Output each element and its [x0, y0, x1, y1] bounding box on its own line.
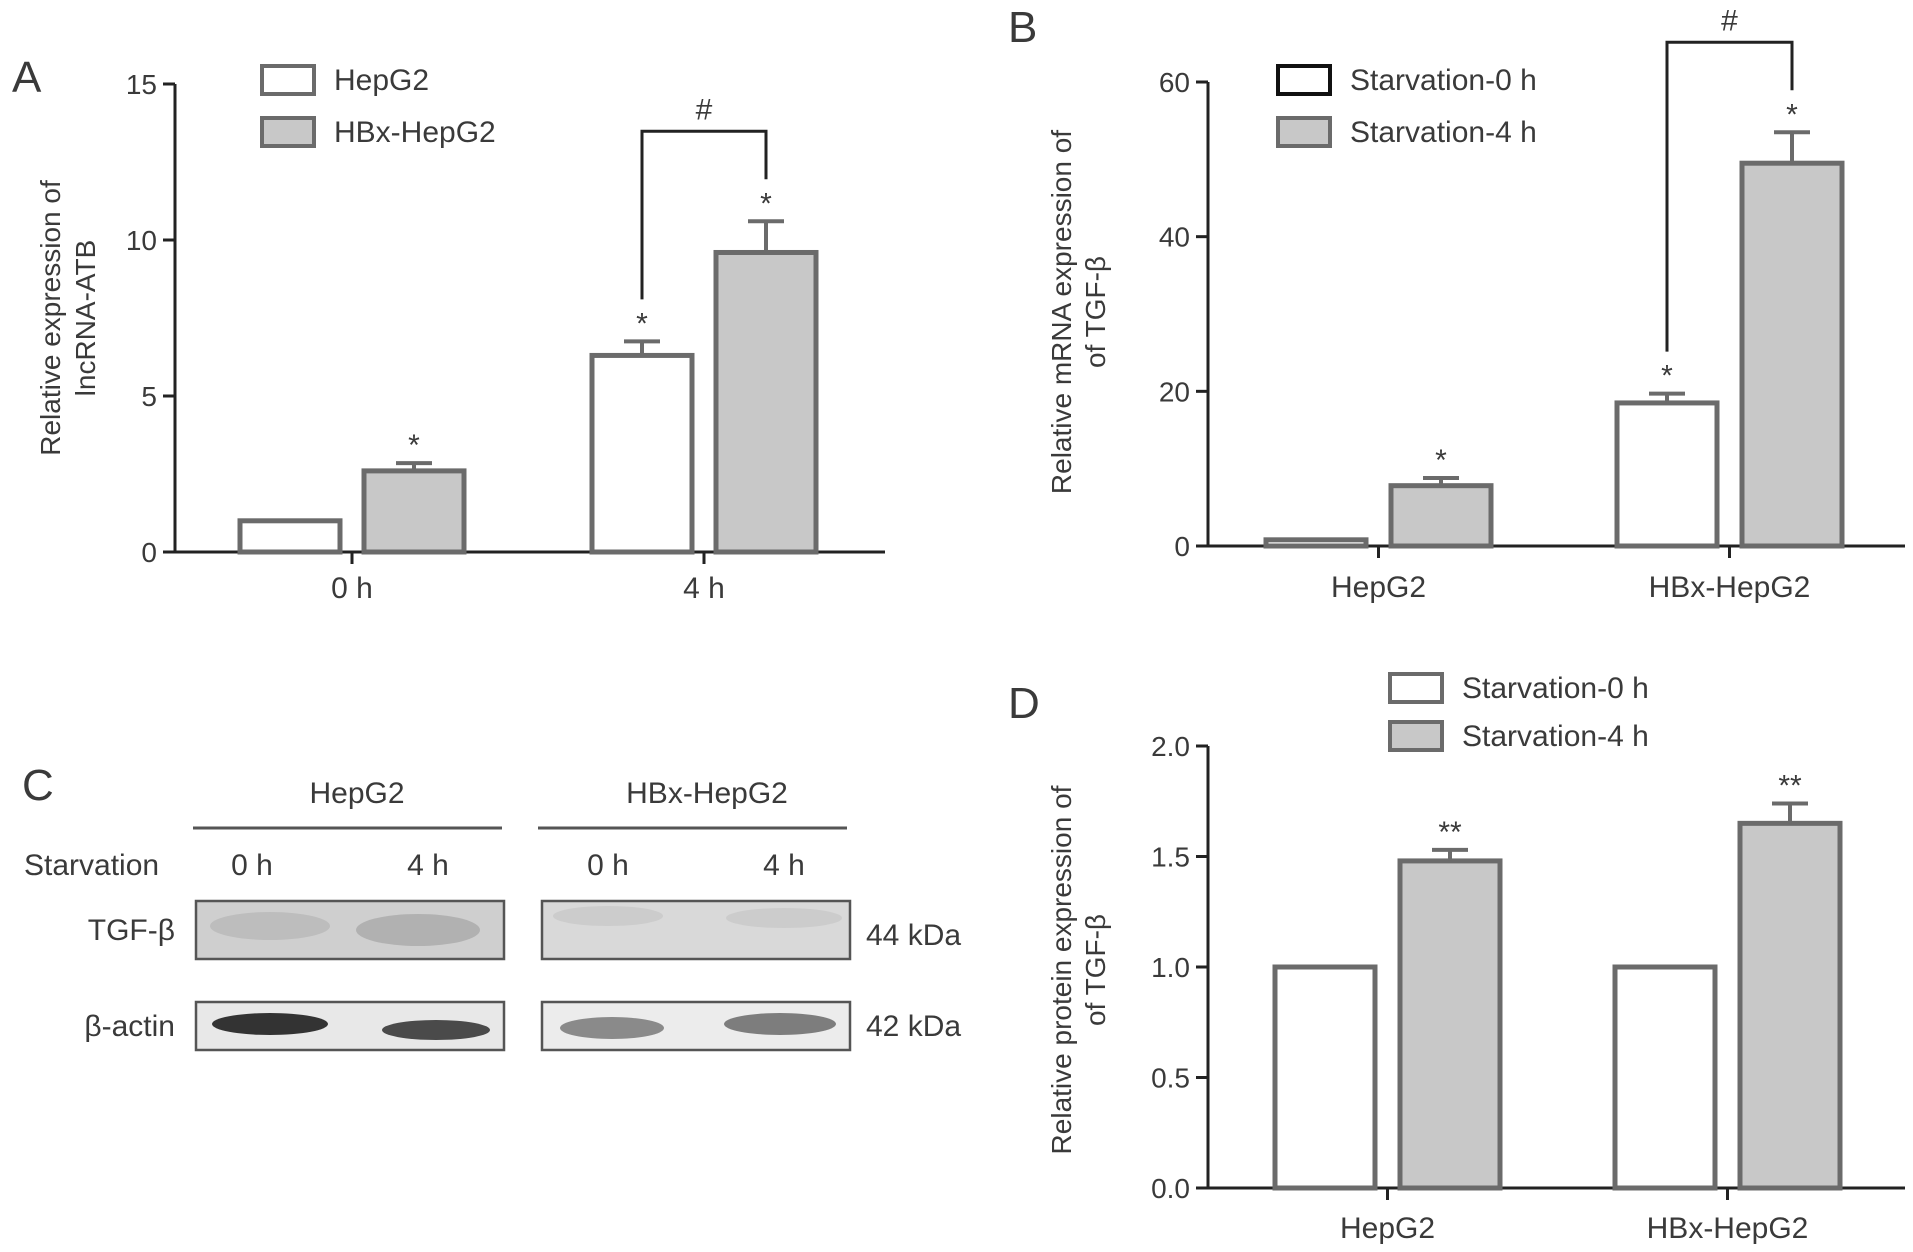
legend-label: Starvation-4 h [1350, 116, 1537, 149]
y-axis-title: Relative protein expression of [1046, 785, 1077, 1154]
y-tick-label: 5 [141, 381, 157, 412]
y-axis-title: lncRNA-ATB [70, 240, 101, 397]
bar [361, 468, 467, 555]
bar [1388, 483, 1494, 549]
western-blot: HepG2 HBx-HepG2 Starvation 0 h 4 h 0 h 4… [24, 777, 961, 1052]
legend-swatch [1276, 64, 1332, 96]
legend-label: Starvation-4 h [1462, 720, 1649, 753]
y-tick-label: 0 [1174, 531, 1190, 562]
blot-band [553, 906, 663, 926]
y-tick-label: 10 [126, 225, 157, 256]
y-axis-title: of TGF-β [1080, 256, 1111, 368]
bar [1263, 537, 1369, 549]
bar [237, 518, 343, 555]
y-axis-title: Relative expression of [35, 180, 66, 456]
y-tick-label: 60 [1159, 67, 1190, 98]
significance-label: * [1786, 98, 1798, 131]
y-axis-title: Relative mRNA expression of [1046, 130, 1077, 494]
blot-band [212, 1013, 328, 1035]
y-tick-label: 0 [141, 537, 157, 568]
blot-row-label: β-actin [84, 1010, 175, 1043]
chart-b: 0 20 40 60 Relative mRNA expression of of TGF… [1046, 4, 1905, 604]
x-tick-label: HBx-HepG2 [1647, 1212, 1809, 1245]
y-tick-label: 0.0 [1151, 1173, 1190, 1204]
bar [1397, 858, 1503, 1191]
significance-label: * [760, 187, 772, 220]
x-tick-label: HepG2 [1340, 1212, 1435, 1245]
blot-group-label: HBx-HepG2 [626, 777, 788, 810]
significance-label: ** [1778, 769, 1802, 802]
legend-swatch [260, 64, 316, 96]
x-tick-label: 4 h [683, 572, 725, 605]
bar [1612, 964, 1718, 1191]
y-tick-label: 15 [126, 69, 157, 100]
y-axis-title: of TGF-β [1080, 914, 1111, 1026]
blot-size-label: 42 kDa [866, 1010, 961, 1043]
significance-label: * [636, 307, 648, 340]
blot-lane-label: 0 h [231, 849, 273, 882]
x-tick-label: HepG2 [1331, 571, 1426, 604]
significance-label: ** [1438, 816, 1462, 849]
significance-label: # [1721, 4, 1738, 37]
bar [1737, 820, 1843, 1191]
significance-label: * [1435, 444, 1447, 477]
panel-label-d: D [1008, 679, 1040, 728]
blot-band [382, 1020, 490, 1040]
y-tick-label: 2.0 [1151, 731, 1190, 762]
blot-band [356, 914, 480, 946]
blot-band [560, 1017, 664, 1039]
x-tick-label: HBx-HepG2 [1649, 571, 1811, 604]
panel-label-c: C [22, 761, 54, 810]
significance-label: * [1661, 360, 1673, 393]
blot-band [726, 908, 842, 928]
bar [1614, 400, 1720, 549]
significance-label: # [696, 93, 713, 126]
blot-row-label: TGF-β [88, 914, 175, 947]
chart-d: 0.0 0.5 1.0 1.5 2.0 Relative protein expressi… [1046, 672, 1905, 1245]
panel-label-a: A [12, 53, 42, 102]
legend-swatch [1276, 116, 1332, 148]
bar [1272, 964, 1378, 1191]
bar [713, 249, 819, 555]
legend-label: HepG2 [334, 64, 429, 97]
legend-swatch [260, 116, 316, 148]
blot-group-label: HepG2 [309, 777, 404, 810]
significance-bracket [1665, 40, 1794, 352]
bar [1739, 160, 1845, 549]
bar [589, 352, 695, 555]
legend-label: Starvation-0 h [1350, 64, 1537, 97]
y-tick-label: 1.5 [1151, 842, 1190, 873]
y-tick-label: 40 [1159, 222, 1190, 253]
chart-a: 0 5 10 15 Relative expression of lncRNA-ATB 0 … [35, 64, 885, 605]
legend-swatch [1388, 672, 1444, 704]
legend-label: HBx-HepG2 [334, 116, 496, 149]
blot-size-label: 44 kDa [866, 919, 961, 952]
significance-label: * [408, 429, 420, 462]
y-tick-label: 1.0 [1151, 952, 1190, 983]
legend-label: Starvation-0 h [1462, 672, 1649, 705]
y-tick-label: 0.5 [1151, 1063, 1190, 1094]
x-tick-label: 0 h [331, 572, 373, 605]
legend-swatch [1388, 720, 1444, 752]
blot-row-header: Starvation [24, 849, 159, 882]
panel-label-b: B [1008, 3, 1037, 52]
blot-band [724, 1013, 836, 1035]
blot-lane-label: 4 h [763, 849, 805, 882]
significance-bracket [640, 129, 768, 300]
y-tick-label: 20 [1159, 376, 1190, 407]
blot-lane-label: 0 h [587, 849, 629, 882]
blot-band [210, 912, 330, 940]
blot-lane-label: 4 h [407, 849, 449, 882]
